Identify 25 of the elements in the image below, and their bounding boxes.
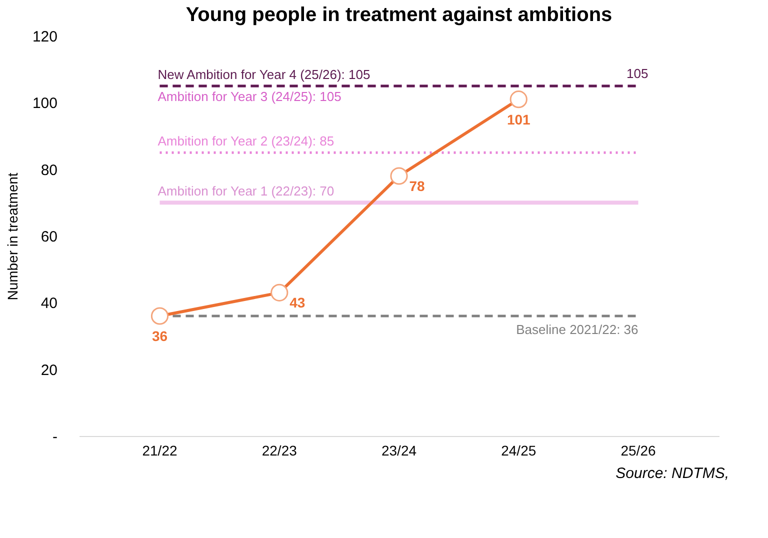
chart-title: Young people in treatment against ambitions [186,4,612,26]
data-label: 36 [152,328,168,344]
ref-line-label: Baseline 2021/22: 36 [516,322,638,337]
y-tick-label: - [52,428,58,446]
data-label: 78 [409,178,425,194]
x-tick-label: 24/25 [501,442,536,458]
ref-line-label: New Ambition for Year 4 (25/26): 105 [158,67,370,82]
y-tick-label: 20 [40,362,58,379]
y-tick-label: 60 [40,228,58,246]
ref-line-label: Ambition for Year 3 (24/25): 105 [158,89,342,104]
y-axis-title: Number in treatment [4,172,20,300]
ref-line-label: Ambition for Year 1 (22/23): 70 [158,184,334,199]
ref-line-label: Ambition for Year 2 (23/24): 85 [158,134,334,149]
x-tick-label: 23/24 [381,442,417,458]
y-tick-label: 80 [40,162,58,179]
y-tick-label: 100 [32,95,58,112]
y-tick-label: 120 [32,28,58,46]
data-label: 101 [506,111,531,128]
y-tick-label: 40 [40,295,58,312]
annotation: 105 [626,66,648,81]
x-tick-label: 25/26 [620,442,656,458]
x-tick-label: 22/23 [262,442,298,458]
x-tick-label: 21/22 [142,442,178,458]
data-label: 43 [290,294,306,311]
source-note: Source: NDTMS, [616,465,729,482]
